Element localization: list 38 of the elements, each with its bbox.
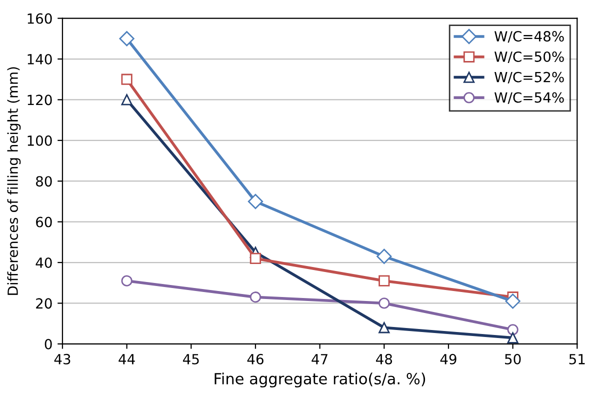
x-tick-label: 48 (376, 354, 392, 364)
point (121, 74, 132, 85)
x-tick-label: 45 (182, 354, 199, 364)
x-tick-label: 49 (440, 354, 456, 364)
y-tick-label: 0 (44, 338, 52, 350)
point (121, 275, 132, 286)
point (250, 252, 262, 264)
point (376, 248, 392, 264)
y-tick-label: 100 (28, 135, 52, 146)
y-tick-label: 120 (28, 94, 52, 106)
point (507, 324, 518, 336)
y-tick-label: 20 (36, 298, 52, 309)
legend-label: W/C=50% (494, 51, 564, 64)
point (248, 194, 264, 210)
x-tick-label: 44 (118, 354, 135, 364)
y-tick-label: 80 (36, 176, 52, 187)
point (119, 31, 134, 46)
x-tick-label: 43 (54, 354, 70, 364)
point (378, 298, 390, 309)
y-tick-label: 160 (28, 13, 52, 24)
y-axis-title: Differences of filling height (mm) (7, 67, 21, 295)
x-tick-label: 50 (505, 354, 521, 364)
point (505, 294, 520, 309)
point (378, 275, 390, 286)
x-tick-label: 47 (312, 354, 328, 364)
x-tick-label: 46 (247, 354, 264, 364)
y-tick-label: 60 (36, 216, 52, 228)
y-tick-label: 140 (28, 54, 52, 64)
legend-label: W/C=52% (494, 72, 564, 84)
legend-label: W/C=48% (494, 31, 564, 43)
point (507, 332, 518, 344)
point (378, 322, 390, 334)
x-axis-title: Fine aggregate ratio(s/a. %) (214, 372, 426, 388)
x-tick-label: 51 (569, 354, 585, 364)
point (250, 292, 262, 303)
y-tick-label: 40 (36, 257, 52, 268)
legend-label: W/C=54% (494, 92, 564, 104)
point (121, 94, 132, 106)
